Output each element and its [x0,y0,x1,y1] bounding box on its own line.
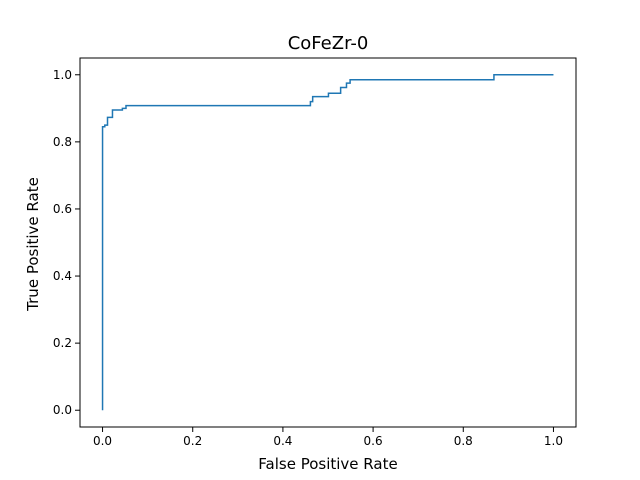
x-tick-label: 1.0 [544,434,563,448]
y-tick-label: 0.2 [53,336,72,350]
x-tick-label: 0.6 [364,434,383,448]
y-tick-label: 0.6 [53,202,72,216]
x-axis-label: False Positive Rate [258,455,397,473]
y-axis-ticks: 0.0 0.2 0.4 0.6 0.8 1.0 [53,68,80,417]
x-tick-label: 0.4 [273,434,292,448]
y-tick-label: 1.0 [53,68,72,82]
y-tick-label: 0.0 [53,403,72,417]
chart-title: CoFeZr-0 [288,33,369,54]
y-tick-label: 0.8 [53,135,72,149]
axes-frame [79,57,577,428]
x-tick-label: 0.2 [183,434,202,448]
plot-area: 0.0 0.2 0.4 0.6 0.8 1.0 0.0 0.2 0.4 0.6 0.8 1.0 [53,57,577,448]
x-tick-label: 0.0 [93,434,112,448]
x-axis-ticks: 0.0 0.2 0.4 0.6 0.8 1.0 [93,427,563,448]
series-layer [101,74,554,411]
x-tick-label: 0.8 [454,434,473,448]
y-axis-label: True Positive Rate [24,177,42,312]
y-tick-label: 0.4 [53,269,72,283]
roc-curve-line [101,74,554,411]
